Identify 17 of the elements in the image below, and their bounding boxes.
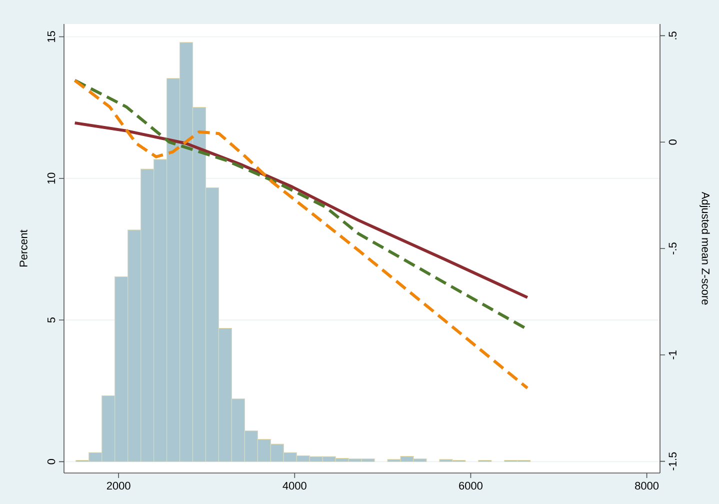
y-tick-label: 5 [48,317,56,323]
line-series [73,121,529,299]
line-series [73,78,529,390]
y2-tick-label: 0 [668,139,677,145]
x-tick-label: 8000 [635,482,659,490]
y-tick-label: 15 [48,31,56,42]
y2-tick-label: -1 [668,350,676,360]
y2-tick-label: -1.5 [668,452,677,470]
y-axis-title: Percent [20,230,28,266]
y2-axis-title: Adjusted mean Z-score [700,192,710,305]
x-tick-label: 4000 [282,482,306,490]
y-tick-label: 0 [47,459,56,464]
y-tick-label: 10 [47,172,56,184]
x-tick-label: 6000 [459,482,482,490]
y2-tick-label: .5 [668,32,677,40]
y2-tick-label: -.5 [668,242,677,254]
x-tick-label: 2000 [106,482,130,490]
